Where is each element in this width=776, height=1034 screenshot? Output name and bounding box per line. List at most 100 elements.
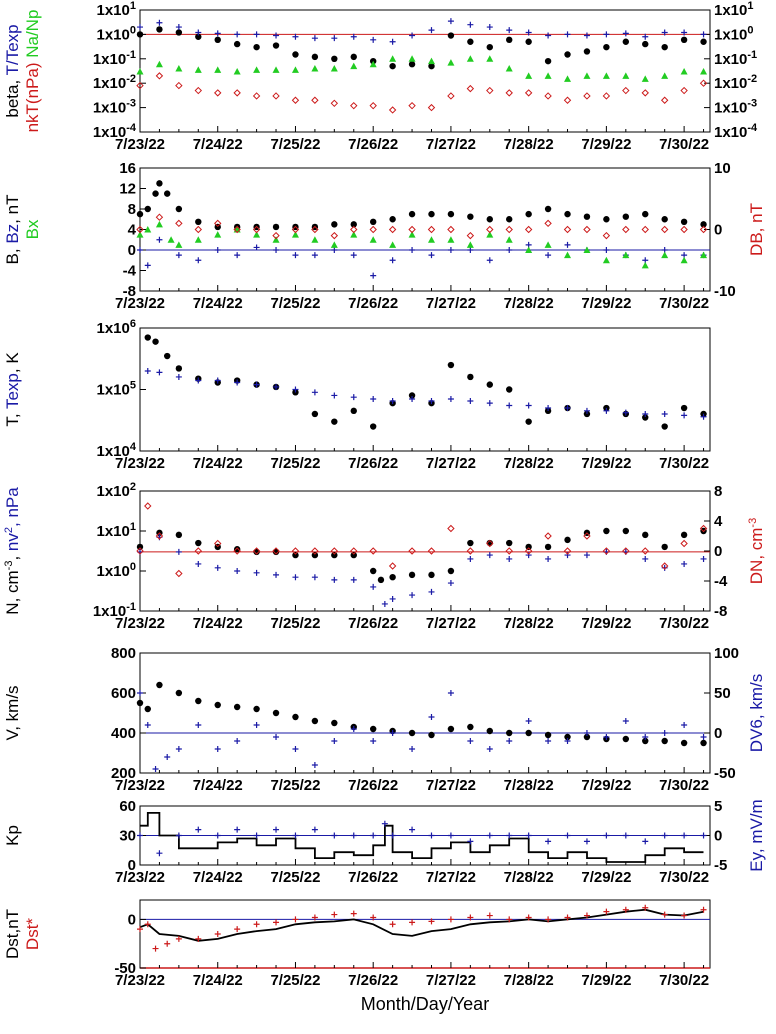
data-point xyxy=(681,912,688,919)
data-point xyxy=(214,539,222,548)
y-tick-label: 60 xyxy=(119,798,136,815)
data-point xyxy=(388,225,397,234)
data-point xyxy=(506,738,513,744)
data-point xyxy=(467,247,474,253)
data-point xyxy=(699,79,708,87)
y-tick-right-label: 10 xyxy=(714,160,731,177)
data-point xyxy=(136,68,144,75)
data-point xyxy=(389,832,396,839)
data-point xyxy=(524,225,533,234)
data-point xyxy=(144,334,151,341)
series-ey xyxy=(137,820,707,857)
data-point xyxy=(603,247,610,253)
data-point xyxy=(195,29,202,36)
x-tick-label: 7/27/22 xyxy=(426,972,476,989)
data-point xyxy=(467,723,474,731)
data-point xyxy=(137,926,143,933)
data-point xyxy=(253,722,260,728)
x-tick-label: 7/28/22 xyxy=(504,777,554,794)
data-point xyxy=(214,931,221,937)
y-tick-label: 0 xyxy=(128,857,136,874)
data-point xyxy=(544,219,552,228)
data-point xyxy=(699,524,708,533)
data-point xyxy=(680,531,688,539)
data-point xyxy=(175,241,183,248)
data-point xyxy=(253,381,260,388)
y-axis-label: N, cm-3, nv2, nPa xyxy=(3,487,22,615)
data-point xyxy=(195,257,202,264)
y-tick-label: 4 xyxy=(128,222,137,239)
data-point xyxy=(681,29,688,36)
data-point xyxy=(564,75,572,82)
y-tick-right-label: 100 xyxy=(714,645,739,662)
data-point xyxy=(486,24,493,31)
y-tick-right-label: 5 xyxy=(714,798,722,815)
y-tick-label: 1x101 xyxy=(97,521,137,540)
data-point xyxy=(622,72,630,79)
data-point xyxy=(330,241,338,248)
y-axis-label-right: DN, cm-3 xyxy=(747,518,766,584)
data-point xyxy=(642,410,649,417)
data-point xyxy=(311,547,319,555)
x-tick-label: 7/23/22 xyxy=(115,295,165,312)
data-point xyxy=(156,19,163,26)
x-tick-label: 7/25/22 xyxy=(270,615,320,632)
data-point xyxy=(369,423,377,430)
data-point xyxy=(175,569,183,578)
data-point xyxy=(642,210,649,218)
data-point xyxy=(661,737,668,745)
data-point xyxy=(331,576,338,583)
y-axis-label-2: Dst* xyxy=(23,918,42,951)
data-point xyxy=(622,251,630,259)
data-point xyxy=(583,410,591,418)
data-point xyxy=(389,38,396,45)
series-dv6 xyxy=(137,690,707,772)
panel-p5: 200 400 600 800 -50 0 50 100 7/23/22 7/24/22 7/25/… xyxy=(3,645,766,794)
y-tick-right-label: 50 xyxy=(714,685,731,702)
data-point xyxy=(583,48,591,55)
x-axis-title: Month/Day/Year xyxy=(361,994,489,1014)
data-point xyxy=(545,252,552,259)
data-point xyxy=(369,567,377,575)
data-point xyxy=(292,916,299,923)
data-point xyxy=(156,180,163,187)
data-point xyxy=(505,89,513,97)
series-dst- xyxy=(137,904,707,952)
data-point xyxy=(233,547,241,555)
data-point xyxy=(370,272,377,279)
y-tick-label: 1x10-2 xyxy=(93,73,136,92)
y-tick-label: -50 xyxy=(114,960,136,977)
x-tick-label: 7/30/22 xyxy=(659,136,709,153)
data-point xyxy=(525,402,532,409)
data-point xyxy=(564,405,571,412)
x-tick-label: 7/28/22 xyxy=(504,615,554,632)
data-point xyxy=(408,729,416,737)
data-point xyxy=(311,551,319,559)
data-point xyxy=(331,738,338,744)
data-point xyxy=(642,838,649,845)
data-point xyxy=(486,746,493,752)
data-point xyxy=(428,588,435,595)
data-point xyxy=(144,921,151,928)
data-point xyxy=(137,690,143,696)
data-point xyxy=(136,547,144,555)
data-point xyxy=(272,231,280,240)
data-point xyxy=(447,236,455,243)
data-point xyxy=(622,409,629,416)
x-tick-label: 7/25/22 xyxy=(270,136,320,153)
data-point xyxy=(175,252,182,259)
data-point xyxy=(234,568,241,574)
data-point xyxy=(311,826,318,833)
series-v xyxy=(136,681,707,747)
data-point xyxy=(700,739,707,747)
data-point xyxy=(350,252,357,259)
data-point xyxy=(195,935,202,942)
data-point xyxy=(331,832,338,839)
y-tick-right-label: -50 xyxy=(714,765,736,782)
y-tick-right-label: -10 xyxy=(714,283,736,300)
data-point xyxy=(428,252,435,259)
data-point xyxy=(253,705,260,713)
data-point xyxy=(369,60,377,68)
data-point xyxy=(273,919,280,926)
data-point xyxy=(370,738,377,744)
